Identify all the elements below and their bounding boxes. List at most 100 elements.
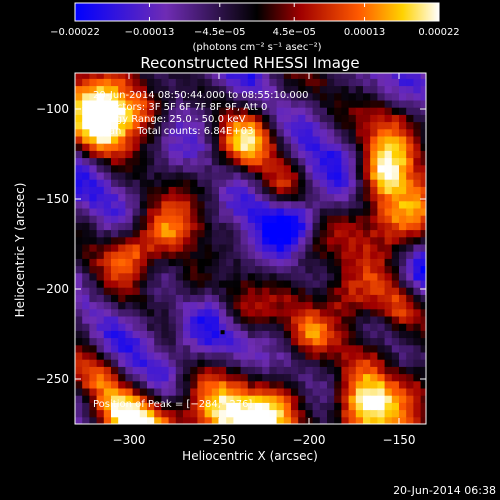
heatmap-pixel bbox=[348, 258, 357, 267]
heatmap-pixel bbox=[240, 352, 249, 360]
heatmap-pixel bbox=[240, 73, 249, 79]
heatmap-pixel bbox=[197, 136, 206, 144]
heatmap-pixel bbox=[276, 280, 285, 288]
heatmap-pixel bbox=[319, 78, 328, 87]
heatmap-pixel bbox=[96, 92, 105, 101]
heatmap-pixel bbox=[190, 186, 198, 195]
heatmap-pixel bbox=[406, 388, 414, 396]
heatmap-pixel bbox=[363, 107, 371, 115]
heatmap-pixel bbox=[111, 395, 119, 403]
heatmap-pixel bbox=[89, 287, 98, 295]
heatmap-pixel bbox=[399, 236, 407, 245]
heatmap-pixel bbox=[334, 128, 342, 137]
heatmap-pixel bbox=[75, 114, 83, 123]
heatmap-pixel bbox=[175, 157, 184, 166]
heatmap-pixel bbox=[291, 251, 299, 259]
heatmap-pixel bbox=[377, 172, 386, 180]
heatmap-pixel bbox=[204, 294, 213, 303]
heatmap-pixel bbox=[96, 107, 105, 115]
heatmap-pixel bbox=[103, 395, 112, 403]
heatmap-pixel bbox=[240, 229, 249, 238]
heatmap-pixel bbox=[240, 114, 249, 123]
heatmap-pixel bbox=[377, 316, 386, 324]
heatmap-pixel bbox=[319, 121, 328, 130]
heatmap-pixel bbox=[139, 388, 148, 396]
heatmap-pixel bbox=[125, 172, 134, 180]
heatmap-pixel bbox=[75, 395, 83, 403]
heatmap-pixel bbox=[118, 287, 126, 295]
heatmap-pixel bbox=[139, 92, 148, 101]
heatmap-pixel bbox=[204, 136, 213, 144]
heatmap-pixel bbox=[355, 92, 364, 101]
heatmap-pixel bbox=[384, 416, 393, 424]
heatmap-pixel bbox=[420, 215, 426, 223]
heatmap-pixel bbox=[190, 280, 198, 288]
heatmap-pixel bbox=[334, 114, 342, 123]
heatmap-pixel bbox=[420, 308, 426, 317]
heatmap-pixel bbox=[319, 208, 328, 216]
heatmap-pixel bbox=[406, 330, 414, 339]
heatmap-pixel bbox=[190, 100, 198, 108]
heatmap-pixel bbox=[161, 308, 170, 317]
heatmap-pixel bbox=[370, 265, 378, 274]
heatmap-pixel bbox=[211, 272, 220, 281]
heatmap-pixel bbox=[312, 280, 321, 288]
heatmap-pixel bbox=[327, 222, 335, 231]
heatmap-pixel bbox=[269, 186, 278, 195]
heatmap-pixel bbox=[305, 150, 314, 159]
heatmap-pixel bbox=[341, 229, 350, 238]
heatmap-pixel bbox=[161, 85, 170, 94]
heatmap-pixel bbox=[420, 265, 426, 274]
heatmap-pixel bbox=[276, 222, 285, 231]
heatmap-pixel bbox=[211, 193, 220, 202]
heatmap-pixel bbox=[413, 100, 422, 108]
heatmap-pixel bbox=[255, 107, 263, 115]
heatmap-pixel bbox=[103, 92, 112, 101]
heatmap-pixel bbox=[363, 172, 371, 180]
heatmap-pixel bbox=[219, 380, 227, 389]
heatmap-pixel bbox=[226, 244, 234, 252]
heatmap-pixel bbox=[406, 323, 414, 331]
heatmap-pixel bbox=[269, 179, 278, 187]
heatmap-pixel bbox=[355, 215, 364, 223]
heatmap-pixel bbox=[211, 359, 220, 367]
heatmap-pixel bbox=[168, 366, 177, 375]
heatmap-pixel bbox=[82, 373, 90, 382]
heatmap-pixel bbox=[348, 157, 357, 166]
heatmap-pixel bbox=[211, 294, 220, 303]
heatmap-pixel bbox=[341, 280, 350, 288]
heatmap-pixel bbox=[291, 416, 299, 424]
heatmap-pixel bbox=[291, 258, 299, 267]
heatmap-pixel bbox=[96, 366, 105, 375]
heatmap-pixel bbox=[183, 388, 191, 396]
heatmap-pixel bbox=[283, 236, 292, 245]
heatmap-pixel bbox=[125, 136, 134, 144]
heatmap-pixel bbox=[255, 85, 263, 94]
heatmap-pixel bbox=[125, 265, 134, 274]
heatmap-pixel bbox=[399, 85, 407, 94]
heatmap-pixel bbox=[363, 352, 371, 360]
heatmap-pixel bbox=[111, 78, 119, 87]
y-tick-label: −250 bbox=[36, 372, 69, 386]
heatmap-pixel bbox=[399, 359, 407, 367]
heatmap-pixel bbox=[384, 402, 393, 411]
heatmap-pixel bbox=[211, 251, 220, 259]
heatmap-pixel bbox=[363, 280, 371, 288]
heatmap-pixel bbox=[132, 164, 141, 173]
heatmap-pixel bbox=[406, 172, 414, 180]
heatmap-pixel bbox=[262, 73, 270, 79]
heatmap-pixel bbox=[377, 308, 386, 317]
heatmap-pixel bbox=[111, 272, 119, 281]
heatmap-pixel bbox=[75, 85, 83, 94]
heatmap-pixel bbox=[291, 229, 299, 238]
heatmap-pixel bbox=[103, 85, 112, 94]
heatmap-pixel bbox=[276, 236, 285, 245]
heatmap-pixel bbox=[197, 229, 206, 238]
heatmap-pixel bbox=[363, 143, 371, 151]
heatmap-pixel bbox=[204, 280, 213, 288]
heatmap-pixel bbox=[327, 352, 335, 360]
heatmap-pixel bbox=[211, 323, 220, 331]
heatmap-pixel bbox=[125, 229, 134, 238]
heatmap-pixel bbox=[276, 337, 285, 346]
heatmap-pixel bbox=[139, 258, 148, 267]
